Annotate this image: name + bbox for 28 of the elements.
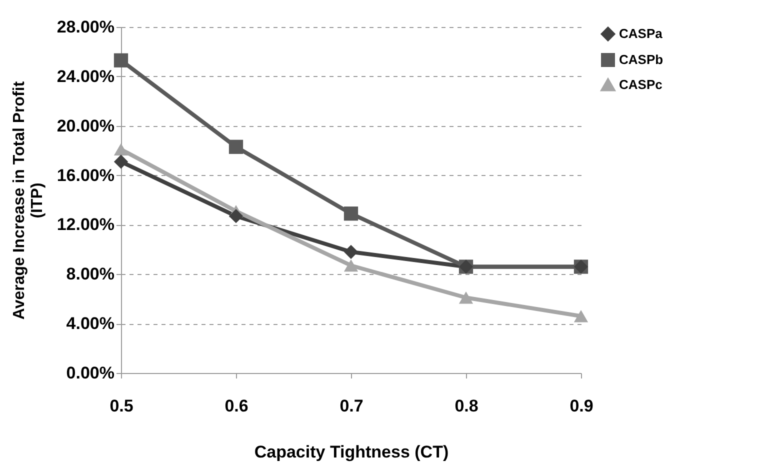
x-axis-title: Capacity Tightness (CT): [254, 442, 449, 462]
x-tick-label: 0.6: [224, 396, 248, 416]
point: [228, 208, 244, 224]
legend-label: CASPb: [619, 52, 664, 67]
y-tick-label: 8.00%: [66, 264, 114, 284]
point: [344, 244, 358, 259]
point: [228, 140, 244, 154]
y-tick-label: 0.00%: [66, 364, 114, 382]
point: [344, 206, 358, 221]
point: [574, 310, 588, 322]
x-tick-label: 0.8: [454, 396, 478, 416]
x-tick-label: 0.5: [110, 396, 134, 416]
point: [458, 291, 474, 304]
point: [344, 259, 358, 272]
y-tick-label: 12.00%: [56, 215, 114, 234]
y-tick-label: 20.00%: [56, 116, 114, 136]
y-tick-label: 28.00%: [56, 18, 114, 36]
y-tick-label: 24.00%: [56, 66, 114, 86]
x-tick-label: 0.9: [570, 396, 594, 416]
y-tick-label: 16.00%: [56, 166, 114, 185]
legend-label: CASPa: [619, 26, 664, 41]
point: [114, 143, 128, 156]
y-tick-label: 4.00%: [66, 314, 114, 334]
point: [114, 154, 128, 169]
y-axis-title: Average Increase in Total Profit (ITP): [10, 80, 46, 320]
point: [114, 53, 128, 68]
legend-label: CASPc: [619, 77, 662, 92]
x-tick-label: 0.7: [340, 396, 364, 416]
